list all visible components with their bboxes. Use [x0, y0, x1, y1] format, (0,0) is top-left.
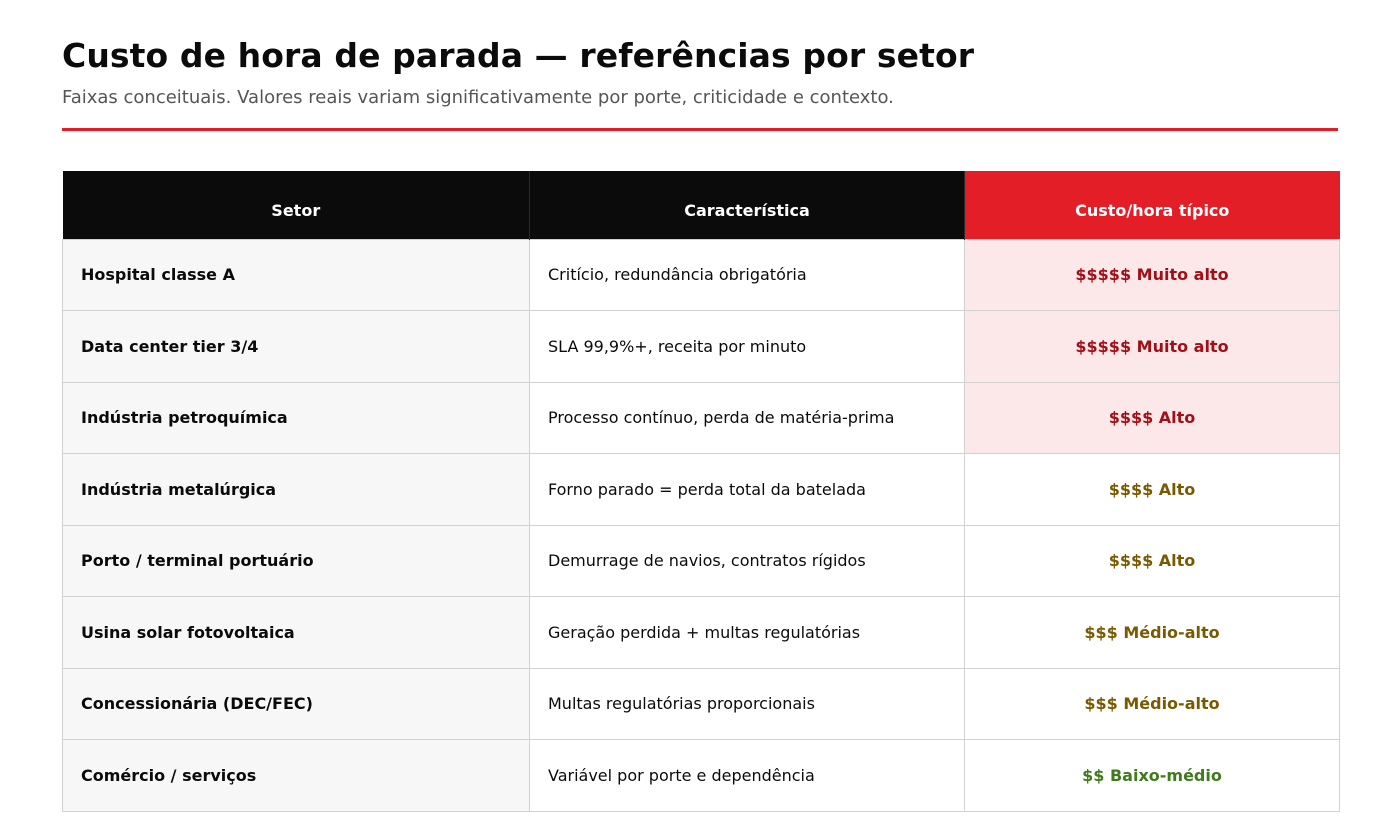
column-header-cost: Custo/hora típico	[964, 171, 1340, 239]
downtime-cost-table: Setor Característica Custo/hora típico H…	[62, 171, 1340, 812]
cost-cell: $$$$$ Muito alto	[964, 238, 1340, 311]
sector-cell: Data center tier 3/4	[62, 310, 530, 383]
feature-cell: Forno parado = perda total da batelada	[529, 453, 965, 526]
table-header-row: Setor Característica Custo/hora típico	[62, 171, 1340, 239]
sector-cell: Concessionária (DEC/FEC)	[62, 667, 530, 740]
cost-cell: $$$ Médio-alto	[964, 667, 1340, 740]
sector-cell: Usina solar fotovoltaica	[62, 596, 530, 669]
table-row: Concessionária (DEC/FEC) Multas regulató…	[62, 667, 1340, 740]
column-header-sector: Setor	[62, 171, 530, 239]
cost-cell: $$$$ Alto	[964, 453, 1340, 526]
cost-cell: $$ Baixo-médio	[964, 739, 1340, 812]
feature-cell: Geração perdida + multas regulatórias	[529, 596, 965, 669]
sector-cell: Indústria petroquímica	[62, 381, 530, 454]
feature-cell: Processo contínuo, perda de matéria-prim…	[529, 381, 965, 454]
column-header-feature: Característica	[529, 171, 965, 239]
title-divider	[62, 128, 1338, 131]
table-row: Indústria metalúrgica Forno parado = per…	[62, 453, 1340, 526]
sector-cell: Comércio / serviços	[62, 739, 530, 812]
cost-cell: $$$$ Alto	[964, 381, 1340, 454]
feature-cell: Critício, redundância obrigatória	[529, 238, 965, 311]
feature-cell: Demurrage de navios, contratos rígidos	[529, 524, 965, 597]
page-subtitle: Faixas conceituais. Valores reais variam…	[62, 87, 894, 108]
cost-cell: $$$$ Alto	[964, 524, 1340, 597]
table-row: Hospital classe A Critício, redundância …	[62, 238, 1340, 311]
table-row: Indústria petroquímica Processo contínuo…	[62, 381, 1340, 454]
sector-cell: Hospital classe A	[62, 238, 530, 311]
sector-cell: Porto / terminal portuário	[62, 524, 530, 597]
cost-cell: $$$$$ Muito alto	[964, 310, 1340, 383]
page-header: Custo de hora de parada — referências po…	[62, 34, 1338, 110]
table-row: Porto / terminal portuário Demurrage de …	[62, 524, 1340, 597]
page-title: Custo de hora de parada — referências po…	[62, 36, 975, 75]
sector-cell: Indústria metalúrgica	[62, 453, 530, 526]
feature-cell: SLA 99,9%+, receita por minuto	[529, 310, 965, 383]
feature-cell: Multas regulatórias proporcionais	[529, 667, 965, 740]
feature-cell: Variável por porte e dependência	[529, 739, 965, 812]
table-row: Usina solar fotovoltaica Geração perdida…	[62, 596, 1340, 669]
cost-cell: $$$ Médio-alto	[964, 596, 1340, 669]
table-row: Comércio / serviços Variável por porte e…	[62, 739, 1340, 812]
table-row: Data center tier 3/4 SLA 99,9%+, receita…	[62, 310, 1340, 383]
